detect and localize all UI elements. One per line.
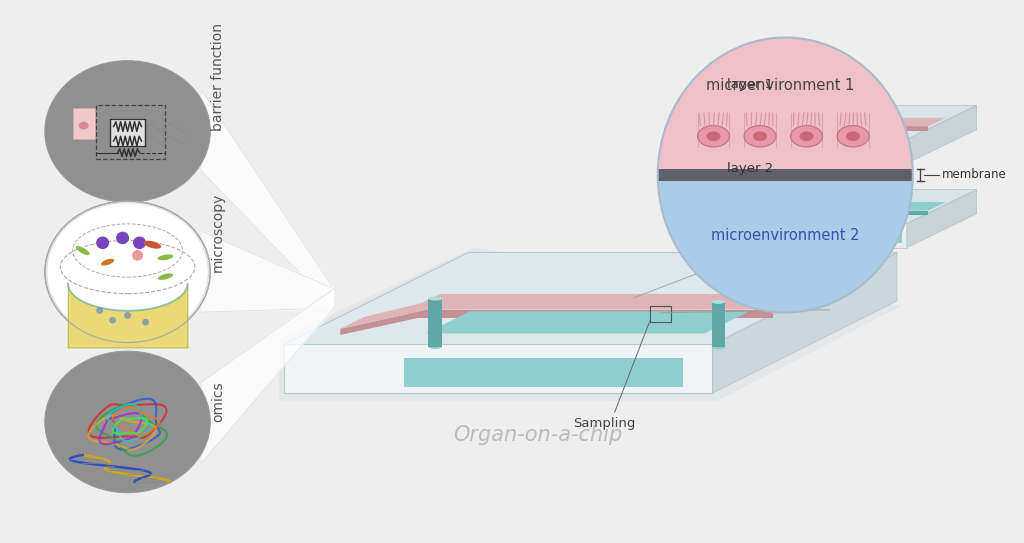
Polygon shape <box>713 252 897 393</box>
Ellipse shape <box>428 296 442 300</box>
Text: omics: omics <box>211 381 225 422</box>
Ellipse shape <box>744 125 776 147</box>
Ellipse shape <box>707 131 721 141</box>
Polygon shape <box>764 202 946 211</box>
Circle shape <box>110 317 116 324</box>
Ellipse shape <box>47 203 208 340</box>
Circle shape <box>133 237 146 249</box>
Ellipse shape <box>846 131 860 141</box>
Ellipse shape <box>800 298 807 305</box>
Polygon shape <box>764 127 929 131</box>
Ellipse shape <box>837 125 869 147</box>
Polygon shape <box>907 190 977 248</box>
Bar <box>73 108 94 139</box>
Circle shape <box>124 312 131 319</box>
Polygon shape <box>907 105 977 163</box>
Polygon shape <box>202 232 334 312</box>
Polygon shape <box>284 252 897 344</box>
Ellipse shape <box>697 125 729 147</box>
Polygon shape <box>776 296 808 308</box>
Ellipse shape <box>712 300 725 304</box>
Text: microenvironment 1: microenvironment 1 <box>707 78 854 93</box>
Ellipse shape <box>158 274 173 280</box>
Ellipse shape <box>428 345 442 349</box>
Polygon shape <box>426 311 749 333</box>
Polygon shape <box>723 223 907 248</box>
Polygon shape <box>428 299 442 347</box>
Text: Organ-on-a-chip: Organ-on-a-chip <box>454 425 623 445</box>
Text: membrane: membrane <box>942 168 1007 181</box>
Polygon shape <box>340 294 460 329</box>
Polygon shape <box>284 344 713 393</box>
Polygon shape <box>409 294 804 310</box>
Polygon shape <box>340 310 429 335</box>
Polygon shape <box>657 169 912 181</box>
Polygon shape <box>723 190 977 223</box>
Ellipse shape <box>800 131 813 141</box>
Text: Sampling: Sampling <box>573 417 636 430</box>
Circle shape <box>96 237 110 249</box>
Ellipse shape <box>143 241 161 249</box>
Text: layer 2: layer 2 <box>727 162 774 175</box>
Polygon shape <box>764 118 946 127</box>
Bar <box>110 119 145 146</box>
Polygon shape <box>409 310 773 318</box>
Polygon shape <box>279 248 902 401</box>
Ellipse shape <box>76 246 90 255</box>
Ellipse shape <box>712 345 725 349</box>
Circle shape <box>116 232 129 244</box>
Ellipse shape <box>753 131 767 141</box>
Circle shape <box>96 307 103 314</box>
Text: layer 1: layer 1 <box>727 78 774 91</box>
Polygon shape <box>723 105 977 139</box>
Circle shape <box>142 319 148 326</box>
Ellipse shape <box>79 122 89 129</box>
Polygon shape <box>657 175 912 313</box>
Ellipse shape <box>101 259 115 266</box>
Text: microscopy: microscopy <box>211 192 225 272</box>
Ellipse shape <box>45 61 210 202</box>
Polygon shape <box>764 211 929 216</box>
Text: barrier function: barrier function <box>211 23 225 131</box>
Ellipse shape <box>791 125 822 147</box>
Ellipse shape <box>45 351 210 493</box>
Polygon shape <box>403 358 683 387</box>
Ellipse shape <box>45 201 210 343</box>
Polygon shape <box>742 219 902 243</box>
Polygon shape <box>202 91 334 310</box>
Polygon shape <box>202 287 334 462</box>
Circle shape <box>132 250 143 261</box>
Polygon shape <box>657 37 912 175</box>
Polygon shape <box>712 302 725 348</box>
Bar <box>95 105 166 159</box>
Text: microenvironment 2: microenvironment 2 <box>711 228 859 243</box>
Ellipse shape <box>158 254 173 260</box>
Polygon shape <box>723 139 907 163</box>
